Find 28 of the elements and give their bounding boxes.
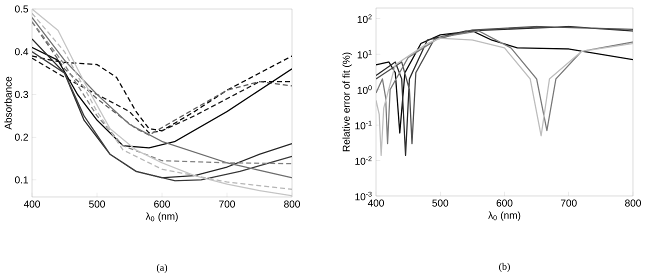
y-tick-label: 0.3: [14, 90, 28, 98]
x-tick-label: 800: [625, 200, 641, 207]
y-tick-label: 10$^{0}$: [358, 85, 372, 94]
x-tick-label: 500: [432, 200, 448, 207]
x-axis-title: λ$_{0}$ (nm): [488, 211, 520, 221]
y-tick-label: 10$^{2}$: [358, 14, 372, 23]
x-axis-title: λ$_{0}$ (nm): [146, 212, 178, 222]
line-series: [32, 46, 292, 149]
y-tick-label: 10$^{1}$: [358, 50, 372, 58]
y-axis-title: Relative error of fit (%): [342, 52, 352, 152]
y-tick-label: 10$^{-1}$: [355, 120, 372, 130]
x-tick-label: 700: [219, 200, 235, 208]
y-tick-label: 0.1: [14, 176, 28, 184]
x-tick-label: 500: [89, 200, 105, 208]
x-tick-label: 600: [496, 200, 512, 207]
x-tick-label: 800: [284, 200, 300, 208]
x-tick-label: 400: [368, 200, 384, 207]
x-tick-label: 600: [154, 200, 170, 208]
x-tick-label: 400: [24, 200, 40, 208]
text: (a): [156, 264, 168, 273]
x-tick-label: 700: [560, 200, 577, 207]
y-tick-label: 10$^{-2}$: [355, 156, 372, 165]
y-tick-label: 0.2: [14, 134, 28, 141]
y-tick-label: 0.4: [14, 48, 28, 56]
text: (b): [499, 262, 510, 272]
y-tick-label: 10$^{-3}$: [355, 192, 372, 200]
y-tick-label: 0.5: [14, 5, 28, 13]
y-axis-title: Absorbance: [4, 76, 12, 130]
